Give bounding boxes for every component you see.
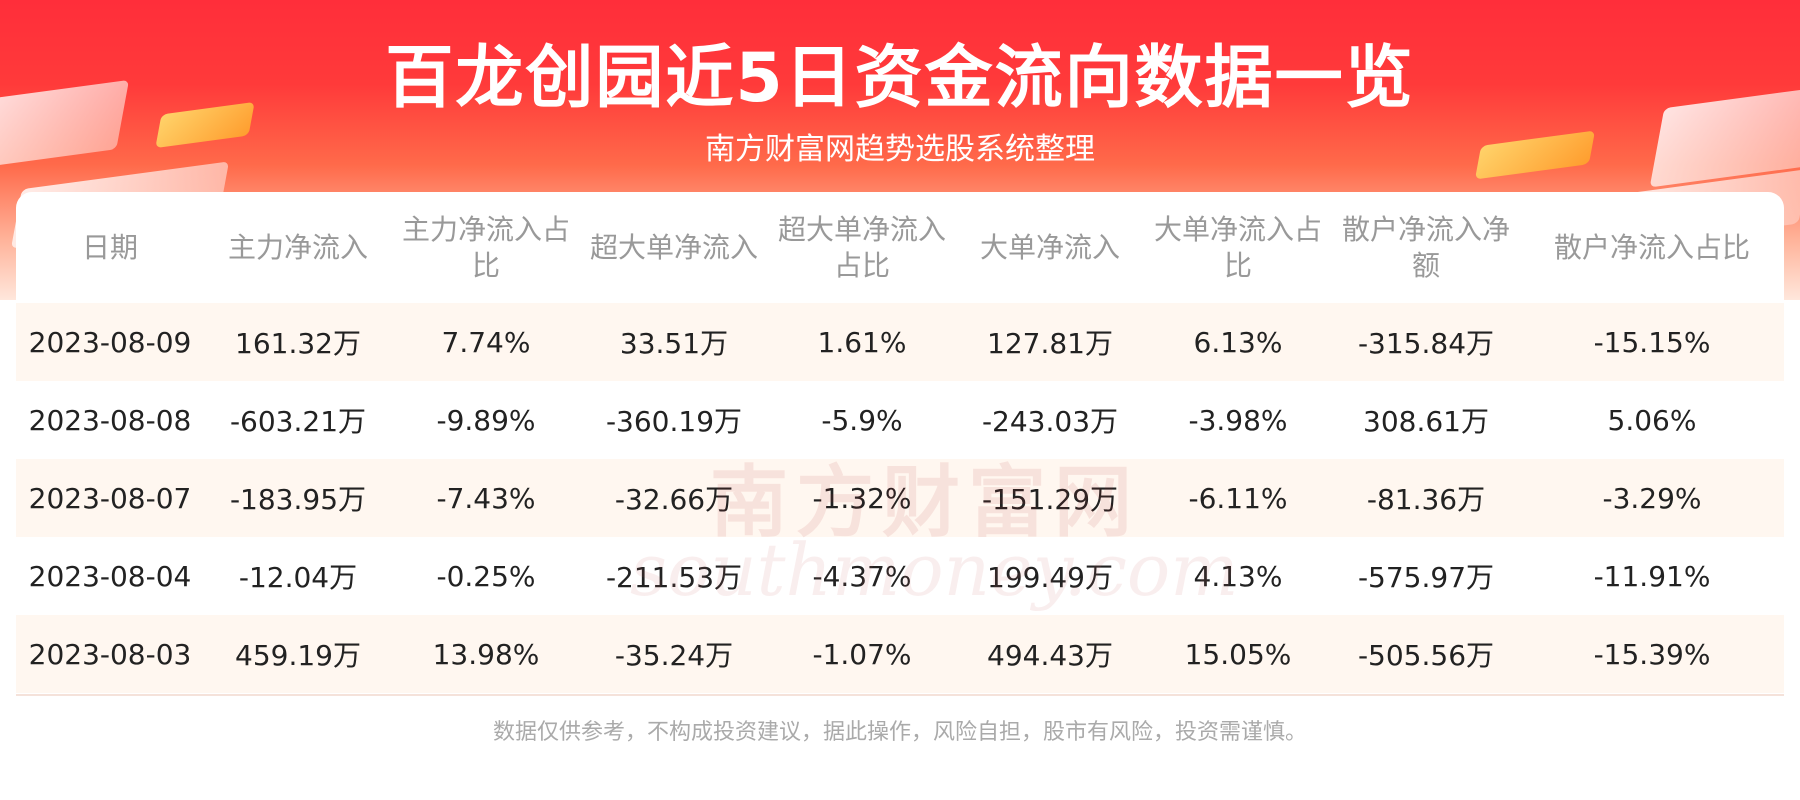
cell-main-net-inflow: 161.32万 bbox=[235, 327, 361, 360]
cell-retail-net-inflow: -575.97万 bbox=[1357, 561, 1495, 594]
cell-large-net-inflow: 494.43万 bbox=[987, 639, 1113, 672]
cell-retail-net-inflow-ratio: -15.15% bbox=[1593, 325, 1711, 359]
cell-super-large-net-inflow: -211.53万 bbox=[605, 561, 743, 594]
column-header-retail-net-inflow-ratio: 散户净流入占比 bbox=[1553, 230, 1750, 264]
cell-super-large-net-inflow-ratio: -1.07% bbox=[812, 637, 912, 671]
cell-retail-net-inflow: -505.56万 bbox=[1357, 639, 1495, 672]
column-header-retail-net-inflow: 散户净流入净额 bbox=[1341, 212, 1510, 282]
cell-main-net-inflow: -603.21万 bbox=[229, 405, 367, 438]
cell-large-net-inflow-ratio: 6.13% bbox=[1193, 325, 1283, 359]
fund-flow-table: 日期 主力净流入 主力净流入占比 超大单净流入 超大单净流入占比 大单净流入 大… bbox=[16, 192, 1784, 693]
table-row: 2023-08-03 459.19万 13.98% -35.24万 -1.07%… bbox=[16, 615, 1784, 693]
table-row: 2023-08-07 -183.95万 -7.43% -32.66万 -1.32… bbox=[16, 459, 1784, 537]
cell-date: 2023-08-09 bbox=[28, 325, 192, 359]
cell-retail-net-inflow-ratio: -15.39% bbox=[1593, 637, 1711, 671]
cell-retail-net-inflow: -81.36万 bbox=[1366, 483, 1486, 516]
cell-date: 2023-08-04 bbox=[28, 559, 192, 593]
table-row: 2023-08-09 161.32万 7.74% 33.51万 1.61% 12… bbox=[16, 303, 1784, 381]
column-header-super-large-net-inflow: 超大单净流入 bbox=[589, 230, 758, 264]
cell-date: 2023-08-08 bbox=[28, 403, 192, 437]
cell-retail-net-inflow-ratio: 5.06% bbox=[1607, 403, 1697, 437]
column-header-large-net-inflow: 大单净流入 bbox=[979, 230, 1120, 264]
cell-super-large-net-inflow: -35.24万 bbox=[614, 639, 734, 672]
footer-divider bbox=[16, 694, 1784, 696]
cell-large-net-inflow: 127.81万 bbox=[987, 327, 1113, 360]
cell-main-net-inflow: -12.04万 bbox=[238, 561, 358, 594]
page-subtitle: 南方财富网趋势选股系统整理 bbox=[705, 132, 1095, 167]
column-header-large-net-inflow-ratio: 大单净流入占比 bbox=[1153, 212, 1322, 282]
cell-large-net-inflow-ratio: -6.11% bbox=[1188, 481, 1288, 515]
cell-large-net-inflow-ratio: 15.05% bbox=[1184, 637, 1292, 671]
cell-retail-net-inflow-ratio: -3.29% bbox=[1602, 481, 1702, 515]
cell-large-net-inflow-ratio: -3.98% bbox=[1188, 403, 1288, 437]
cell-retail-net-inflow-ratio: -11.91% bbox=[1593, 559, 1711, 593]
table-header-row: 日期 主力净流入 主力净流入占比 超大单净流入 超大单净流入占比 大单净流入 大… bbox=[16, 192, 1784, 303]
cell-large-net-inflow: -243.03万 bbox=[981, 405, 1119, 438]
column-header-date: 日期 bbox=[81, 230, 138, 264]
cell-large-net-inflow: -151.29万 bbox=[981, 483, 1119, 516]
cell-super-large-net-inflow: -32.66万 bbox=[614, 483, 734, 516]
cell-super-large-net-inflow-ratio: -1.32% bbox=[812, 481, 912, 515]
cell-retail-net-inflow: -315.84万 bbox=[1357, 327, 1495, 360]
cell-super-large-net-inflow-ratio: 1.61% bbox=[817, 325, 907, 359]
cell-main-net-inflow-ratio: 13.98% bbox=[432, 637, 540, 671]
cell-date: 2023-08-03 bbox=[28, 637, 192, 671]
column-header-main-net-inflow-ratio: 主力净流入占比 bbox=[401, 212, 570, 282]
cell-main-net-inflow-ratio: -9.89% bbox=[436, 403, 536, 437]
cell-retail-net-inflow: 308.61万 bbox=[1363, 405, 1489, 438]
cell-super-large-net-inflow-ratio: -5.9% bbox=[821, 403, 903, 437]
cell-large-net-inflow-ratio: 4.13% bbox=[1193, 559, 1283, 593]
column-header-main-net-inflow: 主力净流入 bbox=[227, 230, 368, 264]
cell-date: 2023-08-07 bbox=[28, 481, 192, 515]
page-title: 百龙创园近5日资金流向数据一览 bbox=[385, 39, 1415, 118]
cell-main-net-inflow: -183.95万 bbox=[229, 483, 367, 516]
cell-main-net-inflow-ratio: -7.43% bbox=[436, 481, 536, 515]
cell-super-large-net-inflow-ratio: -4.37% bbox=[812, 559, 912, 593]
table-row: 2023-08-04 -12.04万 -0.25% -211.53万 -4.37… bbox=[16, 537, 1784, 615]
cell-main-net-inflow-ratio: -0.25% bbox=[436, 559, 536, 593]
footer-disclaimer: 数据仅供参考，不构成投资建议，据此操作，风险自担，股市有风险，投资需谨慎。 bbox=[492, 720, 1307, 745]
cell-main-net-inflow: 459.19万 bbox=[235, 639, 361, 672]
cell-large-net-inflow: 199.49万 bbox=[987, 561, 1113, 594]
cell-main-net-inflow-ratio: 7.74% bbox=[441, 325, 531, 359]
column-header-super-large-net-inflow-ratio: 超大单净流入占比 bbox=[777, 212, 946, 282]
table-row: 2023-08-08 -603.21万 -9.89% -360.19万 -5.9… bbox=[16, 381, 1784, 459]
data-card bbox=[16, 192, 1784, 752]
cell-super-large-net-inflow: -360.19万 bbox=[605, 405, 743, 438]
cell-super-large-net-inflow: 33.51万 bbox=[619, 327, 729, 360]
